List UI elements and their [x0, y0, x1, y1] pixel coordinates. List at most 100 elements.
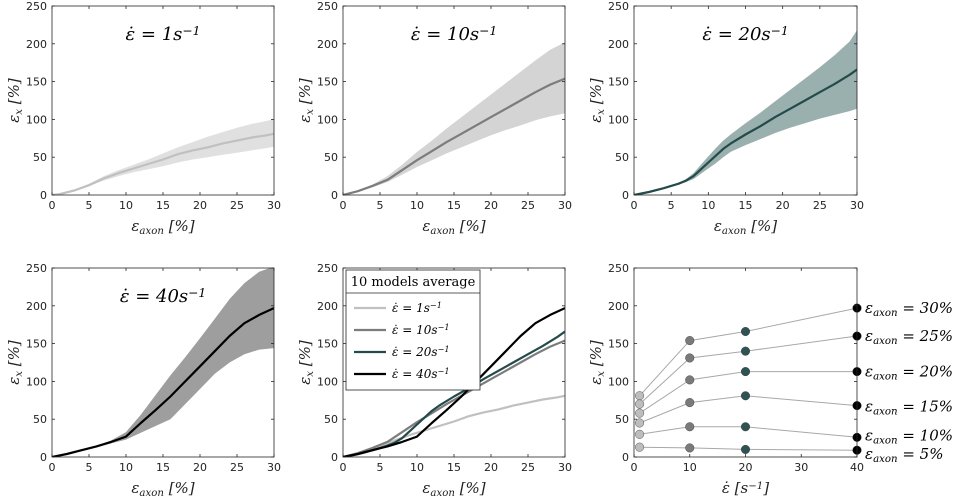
x-tick-label: 40 [850, 461, 864, 474]
connector-5 [639, 446, 858, 451]
x-tick-label: 20 [776, 199, 790, 212]
y-tick-label: 100 [608, 113, 629, 126]
y-tick-label: 150 [608, 76, 629, 89]
panel-p4: 0 5 10 15 20 25 30 0 50 100 150 200 250 εaxon [%] εx [… [5, 262, 281, 499]
x-tick-label: 10 [410, 199, 424, 212]
x-tick-label: 30 [558, 199, 572, 212]
y-tick-label: 0 [622, 189, 629, 202]
point-0-2 [741, 327, 751, 337]
x-tick-label: 5 [86, 199, 93, 212]
point-2-0 [635, 408, 645, 418]
point-1-0 [635, 399, 645, 409]
panel-title: ε̇ = 10s−1 [411, 24, 497, 45]
y-tick-label: 150 [26, 76, 47, 89]
panel-p6: εaxon = 30% εaxon = 25% εaxon = 20% εaxon =… [587, 262, 953, 497]
x-axis-label: εaxon [%] [131, 479, 194, 499]
y-tick-label: 50 [33, 413, 47, 426]
connector-1 [639, 335, 858, 405]
x-tick-label: 10 [701, 199, 715, 212]
x-axis-label: ε̇ [s−1] [722, 479, 769, 497]
line-p5-3 [343, 307, 565, 457]
y-tick-label: 200 [26, 38, 47, 51]
x-tick-label: 5 [377, 199, 384, 212]
x-tick-label: 0 [631, 199, 638, 212]
connector-4 [639, 426, 858, 438]
point-0-0 [635, 391, 645, 401]
point-4-1 [685, 422, 695, 432]
y-tick-label: 100 [317, 113, 338, 126]
x-tick-label: 5 [668, 199, 675, 212]
x-tick-label: 20 [739, 461, 753, 474]
series-label-3: εaxon = 15% [865, 398, 953, 418]
legend-entry-0: ε̇ = 1s−1 [392, 300, 442, 315]
y-tick-label: 50 [324, 413, 338, 426]
y-tick-label: 50 [615, 151, 629, 164]
panel-p5: 0 5 10 15 20 25 30 0 50 100 150 200 250 εaxon [%] εx [… [296, 262, 572, 499]
connector-2 [639, 371, 857, 414]
band-p1-0 [52, 119, 274, 195]
x-tick-label: 15 [447, 199, 461, 212]
x-tick-label: 10 [683, 461, 697, 474]
y-tick-label: 0 [331, 189, 338, 202]
x-tick-label: 15 [156, 199, 170, 212]
x-tick-label: 30 [558, 461, 572, 474]
legend-title: 10 models average [351, 275, 476, 290]
point-0-1 [685, 336, 695, 346]
y-axis-label: εx [%] [587, 78, 607, 123]
y-tick-label: 100 [26, 375, 47, 388]
connector-3 [639, 395, 858, 424]
line-p5-0 [343, 394, 565, 457]
legend-entry-2: ε̇ = 20s−1 [392, 344, 450, 359]
x-tick-label: 20 [484, 461, 498, 474]
point-1-1 [685, 353, 695, 363]
line-p1-0 [52, 132, 274, 195]
x-tick-label: 0 [631, 461, 638, 474]
y-tick-label: 250 [608, 0, 629, 13]
y-tick-label: 50 [324, 151, 338, 164]
legend-entry-3: ε̇ = 40s−1 [392, 366, 450, 381]
plot-area [343, 42, 565, 195]
x-tick-label: 20 [193, 461, 207, 474]
y-axis-label: εx [%] [296, 78, 316, 123]
point-4-0 [635, 429, 645, 439]
y-tick-label: 150 [608, 338, 629, 351]
x-tick-label: 0 [49, 461, 56, 474]
x-tick-label: 0 [49, 199, 56, 212]
plot-area [634, 30, 857, 195]
x-tick-label: 20 [193, 199, 207, 212]
panel-title: ε̇ = 20s−1 [702, 24, 788, 45]
x-tick-label: 0 [340, 461, 347, 474]
y-tick-label: 200 [608, 38, 629, 51]
y-tick-label: 100 [26, 113, 47, 126]
line-p4-0 [52, 307, 274, 457]
y-tick-label: 200 [26, 300, 47, 313]
y-tick-label: 50 [615, 413, 629, 426]
connector-0 [639, 307, 858, 397]
y-tick-label: 50 [33, 151, 47, 164]
x-tick-label: 25 [521, 461, 535, 474]
y-tick-label: 150 [26, 338, 47, 351]
band-p3-0 [634, 30, 857, 195]
x-tick-label: 25 [521, 199, 535, 212]
x-tick-label: 20 [484, 199, 498, 212]
series-label-5: εaxon = 5% [865, 445, 943, 465]
y-axis-label: εx [%] [587, 340, 607, 385]
series-label-1: εaxon = 25% [865, 327, 953, 347]
band-p2-0 [343, 42, 565, 195]
legend-entry-1: ε̇ = 10s−1 [392, 322, 450, 337]
x-tick-label: 25 [813, 199, 827, 212]
y-tick-label: 150 [317, 76, 338, 89]
line-p3-0 [634, 68, 857, 195]
x-tick-label: 30 [794, 461, 808, 474]
legend: 10 models average ε̇ = 1s−1 ε̇ = 10s−1 ε̇ =… [345, 269, 481, 391]
plot-area [52, 268, 274, 457]
point-5-0 [635, 442, 645, 452]
series-label-0: εaxon = 30% [865, 299, 953, 319]
x-tick-label: 15 [447, 461, 461, 474]
point-4-2 [741, 422, 751, 432]
y-tick-label: 250 [26, 0, 47, 13]
y-tick-label: 0 [40, 189, 47, 202]
x-tick-label: 10 [410, 461, 424, 474]
series-label-2: εaxon = 20% [865, 363, 953, 383]
